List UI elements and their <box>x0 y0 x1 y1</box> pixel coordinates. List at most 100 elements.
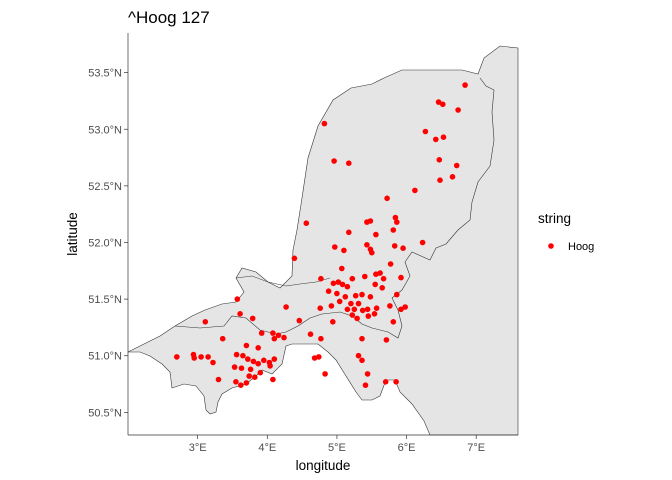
data-point <box>270 330 276 336</box>
data-point <box>239 365 245 371</box>
data-point <box>363 382 369 388</box>
y-tick-label: 53.0°N <box>88 124 122 136</box>
plot-title: ^Hoog 127 <box>128 8 210 27</box>
data-point <box>368 294 374 300</box>
data-point <box>350 312 356 318</box>
data-point <box>174 354 180 360</box>
data-point <box>374 305 380 311</box>
data-point <box>259 330 265 336</box>
x-tick-label: 6°E <box>398 442 416 454</box>
data-point <box>388 261 394 267</box>
data-point <box>232 364 238 370</box>
data-point <box>352 307 358 313</box>
data-point <box>412 188 418 194</box>
data-point <box>423 129 429 135</box>
data-point <box>317 305 323 311</box>
data-point <box>462 82 468 88</box>
data-point <box>364 219 370 225</box>
data-point <box>233 379 239 385</box>
data-point <box>248 367 254 373</box>
data-point <box>384 337 390 343</box>
data-point <box>283 304 289 310</box>
data-point <box>437 177 443 183</box>
data-point <box>384 196 390 202</box>
data-point <box>339 266 345 272</box>
data-point <box>272 336 278 342</box>
data-point <box>366 313 372 319</box>
data-point <box>216 377 222 383</box>
data-point <box>381 276 387 282</box>
data-point <box>318 336 324 342</box>
data-point <box>391 319 397 325</box>
data-point <box>346 160 352 166</box>
y-tick-label: 52.5°N <box>88 181 122 193</box>
data-point <box>326 288 332 294</box>
data-point <box>387 303 393 309</box>
data-point <box>440 102 446 108</box>
data-point <box>281 335 287 341</box>
plot-panel <box>128 33 518 435</box>
data-point <box>252 374 258 380</box>
data-point <box>420 240 426 246</box>
data-point <box>345 284 351 290</box>
data-point <box>433 137 439 143</box>
data-point <box>246 373 252 379</box>
data-point <box>198 354 204 360</box>
data-point <box>304 220 310 226</box>
data-point <box>255 361 261 367</box>
data-point <box>297 318 303 324</box>
data-point <box>235 296 241 302</box>
legend-title: string <box>538 211 571 226</box>
data-point <box>392 243 398 249</box>
data-point <box>359 358 365 364</box>
data-point <box>372 282 378 288</box>
data-point <box>398 275 404 281</box>
data-point <box>373 271 379 277</box>
data-point <box>245 356 251 362</box>
data-point <box>365 371 371 377</box>
data-point <box>332 244 338 250</box>
data-point <box>244 380 250 386</box>
data-point <box>261 358 267 364</box>
data-point <box>455 107 461 113</box>
data-point <box>318 276 324 282</box>
data-point <box>345 307 351 313</box>
data-point <box>322 371 328 377</box>
data-point <box>379 285 385 291</box>
data-point <box>450 174 456 180</box>
data-point <box>220 336 226 342</box>
x-tick-label: 7°E <box>467 442 485 454</box>
data-point <box>237 311 243 317</box>
data-point <box>341 248 347 254</box>
data-point <box>360 308 366 314</box>
data-point <box>393 379 399 385</box>
y-axis-title: latitude <box>65 212 80 256</box>
y-tick-label: 52.0°N <box>88 237 122 249</box>
data-point <box>238 382 244 388</box>
y-tick-label: 53.5°N <box>88 68 122 80</box>
data-point <box>441 134 447 140</box>
data-point <box>330 319 336 325</box>
data-point <box>383 379 389 385</box>
data-point <box>334 291 340 297</box>
data-point <box>394 292 400 298</box>
data-point <box>329 303 335 309</box>
data-point <box>331 158 337 164</box>
data-point <box>272 356 278 362</box>
data-point <box>244 343 250 349</box>
data-point <box>210 360 216 366</box>
data-point <box>348 301 354 307</box>
data-point <box>331 281 337 287</box>
data-point <box>372 311 378 317</box>
y-tick-label: 51.0°N <box>88 351 122 363</box>
data-point <box>364 242 370 248</box>
legend: string Hoog <box>538 211 594 253</box>
data-point <box>316 354 322 360</box>
data-point <box>250 316 256 322</box>
data-point <box>251 359 257 365</box>
x-axis-title: longitude <box>296 458 351 473</box>
data-point <box>454 163 460 169</box>
data-point <box>356 353 362 359</box>
data-point <box>437 157 443 163</box>
